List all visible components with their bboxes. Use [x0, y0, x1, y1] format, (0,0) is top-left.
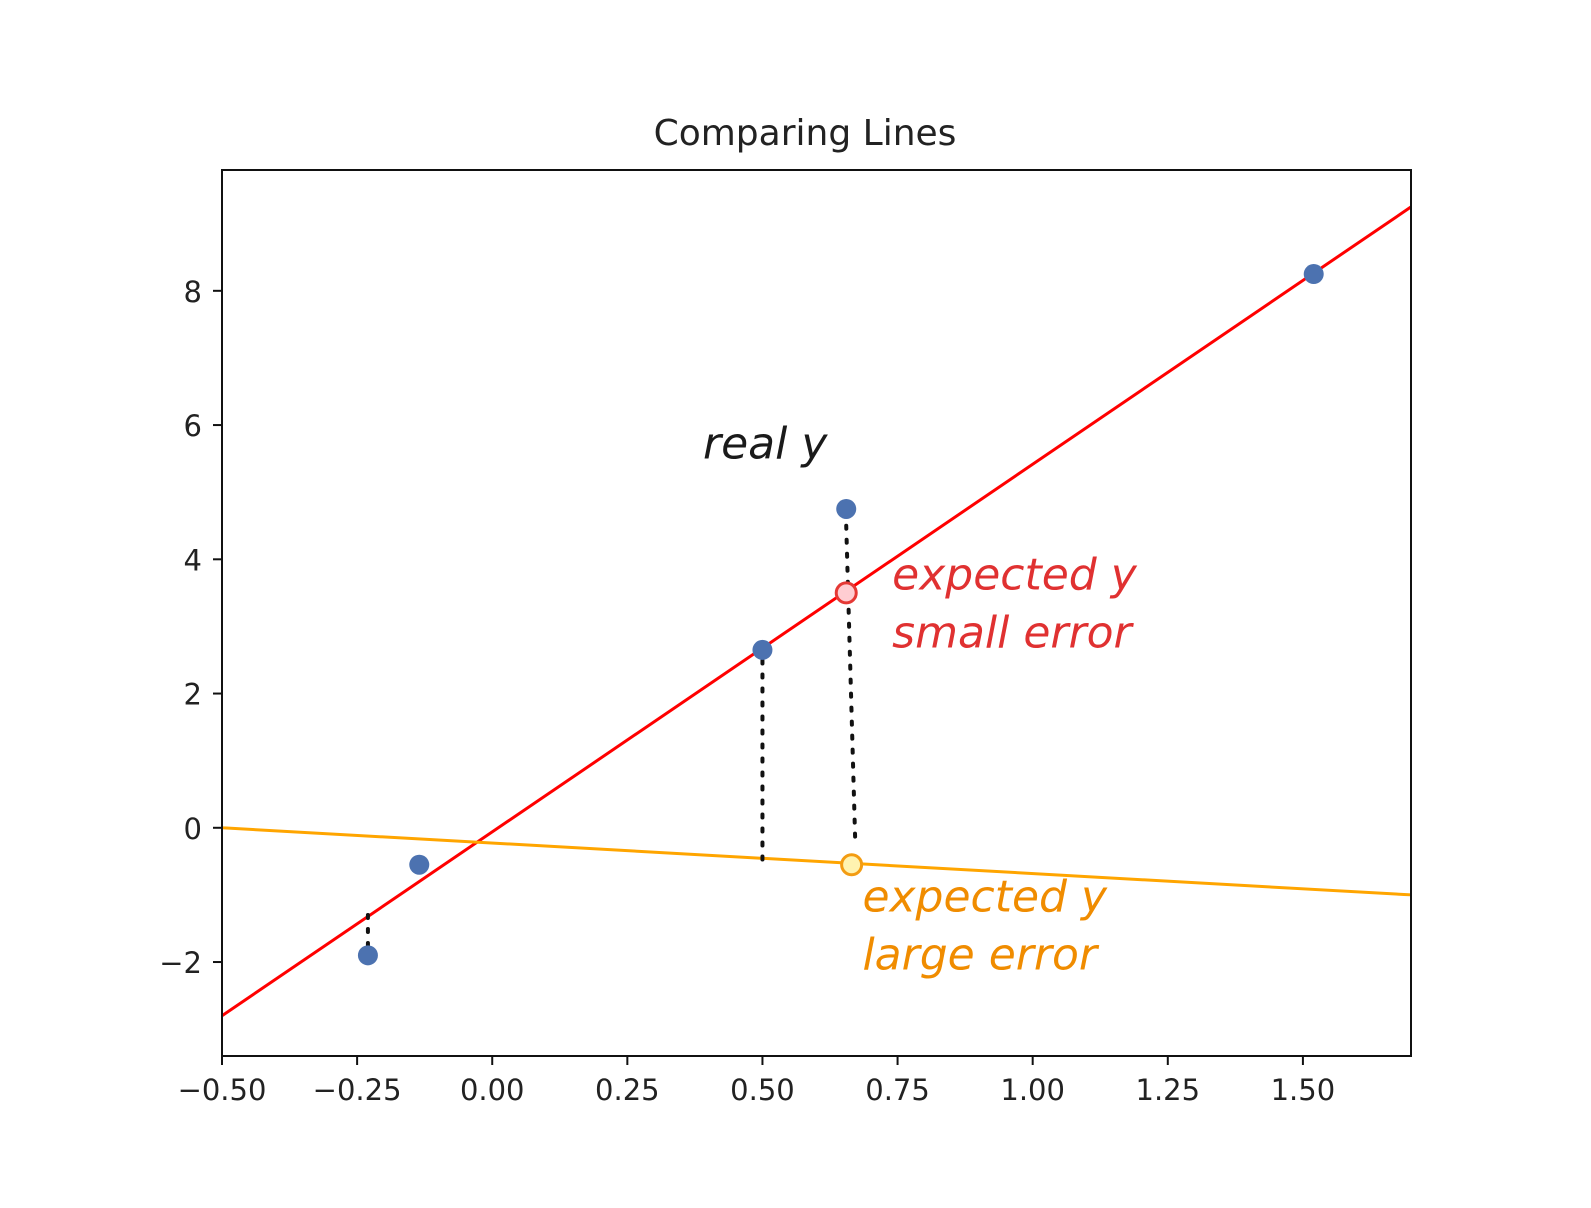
annotation-text-1: expected y — [892, 550, 1138, 601]
x-tick-label: 0.00 — [460, 1073, 525, 1107]
residual-line-2 — [844, 523, 858, 844]
data-point — [752, 639, 773, 660]
plot-frame — [221, 169, 1412, 1057]
x-tick-label: −0.25 — [313, 1073, 402, 1107]
x-tick-label: 0.50 — [730, 1073, 795, 1107]
x-tick-label: 0.75 — [865, 1073, 930, 1107]
x-tick-label: 0.25 — [595, 1073, 660, 1107]
chart-title: Comparing Lines — [654, 113, 957, 154]
fit-line-0 — [222, 207, 1411, 1016]
y-tick-label: 2 — [184, 678, 202, 712]
data-point — [1303, 264, 1324, 285]
data-point — [836, 498, 857, 519]
annotation-text-2: expected y — [862, 872, 1108, 923]
fit-line-1 — [222, 828, 1411, 895]
x-tick-label: 1.50 — [1271, 1073, 1336, 1107]
x-tick-label: 1.25 — [1136, 1073, 1201, 1107]
x-tick-label: 1.00 — [1000, 1073, 1065, 1107]
expected-marker-0 — [834, 581, 858, 605]
y-tick-label: 4 — [184, 543, 202, 577]
data-point — [357, 945, 378, 966]
data-point — [409, 854, 430, 875]
annotation-text-1: small error — [892, 608, 1134, 659]
y-tick-label: 8 — [184, 275, 202, 309]
annotation-text-2: large error — [862, 930, 1099, 981]
y-tick-label: 6 — [184, 409, 202, 443]
expected-marker-1 — [840, 853, 864, 877]
y-tick-label: −2 — [159, 946, 202, 980]
annotation-text-0: real y — [703, 419, 828, 470]
y-tick-label: 0 — [184, 812, 202, 846]
x-tick-label: −0.50 — [178, 1073, 267, 1107]
